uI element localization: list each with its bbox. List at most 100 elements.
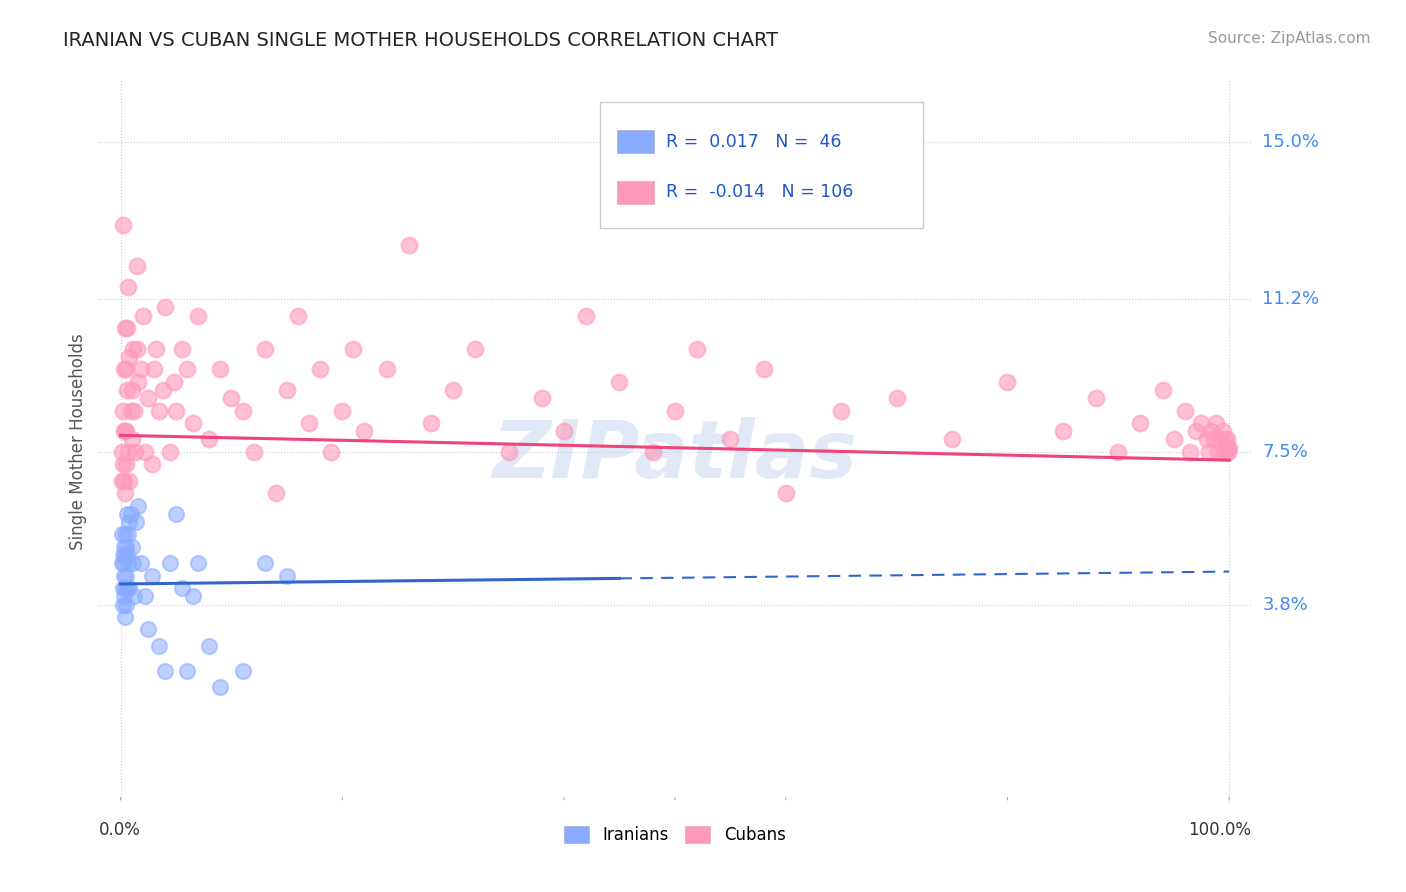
Point — [775, 486, 797, 500]
Point — [121, 540, 143, 554]
Point — [1052, 424, 1074, 438]
Point — [575, 309, 598, 323]
Point — [114, 610, 136, 624]
Point — [830, 403, 852, 417]
Point — [114, 527, 136, 541]
Point — [170, 581, 193, 595]
Point — [118, 474, 141, 488]
Point — [176, 664, 198, 678]
Point — [114, 548, 136, 562]
Point — [231, 664, 254, 678]
Bar — [617, 181, 654, 204]
Point — [170, 342, 193, 356]
Point — [141, 457, 163, 471]
Point — [298, 416, 321, 430]
Point — [129, 362, 152, 376]
Text: Source: ZipAtlas.com: Source: ZipAtlas.com — [1208, 31, 1371, 46]
Point — [375, 362, 398, 376]
Point — [121, 433, 143, 447]
Point — [112, 424, 135, 438]
Point — [120, 507, 142, 521]
Point — [1212, 424, 1234, 438]
Point — [1215, 445, 1237, 459]
Point — [129, 557, 152, 571]
Point — [127, 375, 149, 389]
Point — [118, 350, 141, 364]
Point — [1213, 433, 1236, 447]
Point — [1085, 391, 1108, 405]
Point — [181, 416, 204, 430]
Point — [117, 279, 139, 293]
Point — [1206, 445, 1229, 459]
Y-axis label: Single Mother Households: Single Mother Households — [69, 334, 87, 549]
Point — [117, 581, 138, 595]
Point — [122, 590, 145, 604]
Point — [198, 433, 221, 447]
Point — [209, 362, 232, 376]
Point — [253, 557, 276, 571]
Point — [1198, 445, 1220, 459]
Point — [1191, 416, 1213, 430]
Text: 0.0%: 0.0% — [98, 821, 141, 838]
Point — [242, 445, 264, 459]
Point — [114, 424, 136, 438]
Point — [752, 362, 775, 376]
Point — [1209, 433, 1232, 447]
Point — [181, 590, 204, 604]
Point — [112, 568, 135, 582]
Point — [141, 568, 163, 582]
Point — [187, 309, 209, 323]
Point — [117, 548, 138, 562]
Point — [125, 515, 148, 529]
Point — [114, 486, 136, 500]
Point — [152, 383, 174, 397]
Point — [115, 540, 138, 554]
Point — [136, 391, 159, 405]
Point — [1205, 416, 1227, 430]
Point — [187, 557, 209, 571]
Point — [1129, 416, 1152, 430]
Point — [165, 507, 187, 521]
Point — [1212, 445, 1234, 459]
Point — [353, 424, 375, 438]
Point — [530, 391, 553, 405]
Point — [142, 362, 165, 376]
Point — [118, 581, 141, 595]
Point — [111, 457, 134, 471]
Point — [127, 342, 149, 356]
Point — [159, 557, 181, 571]
Point — [111, 548, 134, 562]
Point — [209, 680, 232, 694]
Point — [464, 342, 486, 356]
Text: 11.2%: 11.2% — [1263, 290, 1320, 308]
Point — [1152, 383, 1174, 397]
Point — [1216, 441, 1239, 455]
Point — [1195, 433, 1218, 447]
Text: 3.8%: 3.8% — [1263, 596, 1308, 614]
Point — [1201, 424, 1223, 438]
Point — [253, 342, 276, 356]
Point — [398, 238, 420, 252]
Point — [148, 403, 170, 417]
Point — [159, 445, 181, 459]
Point — [309, 362, 332, 376]
Point — [115, 598, 138, 612]
Point — [117, 507, 138, 521]
Point — [441, 383, 464, 397]
Point — [121, 557, 143, 571]
Legend: Iranians, Cubans: Iranians, Cubans — [555, 817, 794, 852]
Point — [330, 403, 353, 417]
Point — [114, 581, 136, 595]
Point — [114, 321, 136, 335]
Point — [1107, 445, 1129, 459]
FancyBboxPatch shape — [600, 102, 922, 228]
Point — [122, 403, 145, 417]
Point — [1216, 433, 1239, 447]
Point — [120, 403, 142, 417]
Point — [198, 639, 221, 653]
Point — [264, 486, 287, 500]
Point — [112, 590, 135, 604]
Point — [718, 433, 741, 447]
Point — [1216, 445, 1239, 459]
Point — [145, 342, 167, 356]
